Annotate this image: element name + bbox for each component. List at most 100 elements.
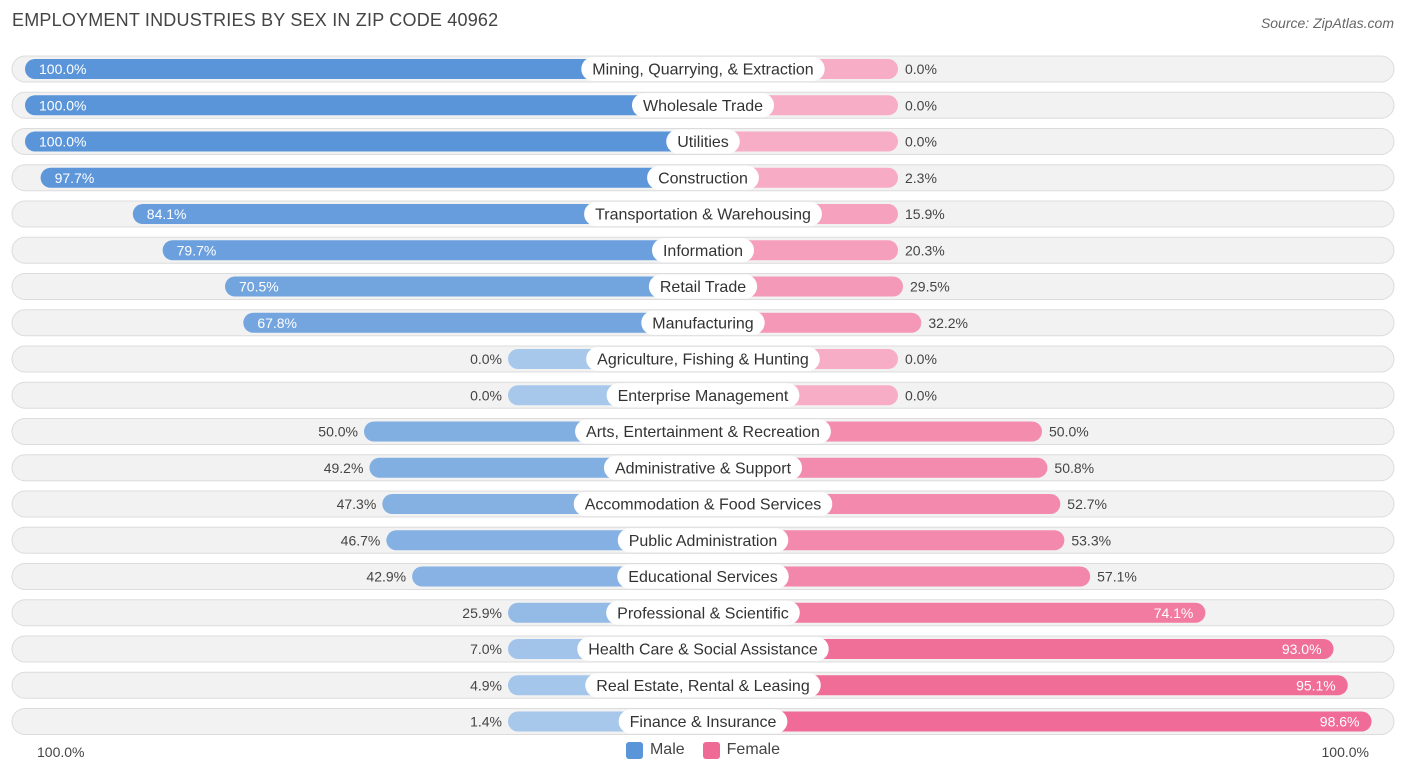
chart-title: EMPLOYMENT INDUSTRIES BY SEX IN ZIP CODE…: [12, 10, 499, 30]
bar-female: [703, 530, 1065, 551]
value-label-female: 0.0%: [905, 97, 937, 113]
value-label-male: 0.0%: [470, 387, 502, 403]
value-label-female: 74.1%: [1154, 605, 1194, 621]
category-label-pill: [603, 455, 803, 480]
value-label-female: 2.3%: [905, 170, 937, 186]
bar-male: [243, 312, 704, 333]
category-label: Arts, Entertainment & Recreation: [586, 424, 820, 441]
category-label: Public Administration: [629, 533, 778, 550]
category-label-pill: [573, 492, 833, 516]
value-label-female: 0.0%: [905, 387, 937, 403]
value-label-female: 50.8%: [1054, 460, 1094, 476]
category-label: Real Estate, Rental & Leasing: [596, 678, 809, 695]
value-label-male: 47.3%: [337, 496, 377, 512]
legend-item-female: Female: [702, 741, 781, 759]
category-label-pill: [666, 129, 740, 154]
category-label: Accommodation & Food Services: [585, 497, 822, 514]
bar-male: [132, 204, 703, 224]
category-label: Utilities: [677, 134, 729, 151]
category-label: Administrative & Support: [615, 460, 792, 477]
value-label-female: 29.5%: [910, 279, 950, 295]
category-label-pill: [575, 419, 831, 444]
value-label-male: 67.8%: [257, 315, 297, 331]
category-label-pill: [585, 673, 821, 698]
bar-female: [703, 711, 1372, 732]
bar-female: [703, 131, 898, 152]
value-label-male: 100.0%: [39, 97, 86, 113]
value-label-male: 46.7%: [341, 532, 381, 548]
category-label: Finance & Insurance: [630, 714, 777, 731]
category-label: Agriculture, Fishing & Hunting: [597, 352, 809, 369]
value-label-female: 0.0%: [905, 134, 937, 150]
chart-area: Mining, Quarrying, & Extraction 100.0% 0.0…: [11, 55, 1395, 735]
value-label-male: 42.9%: [366, 569, 406, 585]
category-label-pill: [618, 709, 788, 734]
bar-male: [25, 59, 703, 79]
category-label: Wholesale Trade: [643, 98, 763, 115]
value-label-male: 7.0%: [470, 641, 502, 657]
value-label-female: 15.9%: [905, 206, 945, 222]
value-label-female: 32.2%: [928, 315, 968, 331]
category-label: Transportation & Warehousing: [595, 207, 811, 224]
category-label-pill: [606, 383, 800, 408]
value-label-male: 70.5%: [239, 279, 279, 295]
value-label-male: 100.0%: [39, 134, 86, 150]
value-label-female: 50.0%: [1049, 424, 1089, 440]
category-label-pill: [617, 528, 789, 553]
category-label-pill: [584, 202, 822, 226]
bar-male: [25, 95, 703, 116]
category-label-pill: [641, 310, 765, 335]
axis-label-right: 100.0%: [1321, 744, 1369, 760]
value-label-male: 50.0%: [318, 424, 358, 440]
category-label-pill: [631, 93, 775, 118]
value-label-male: 79.7%: [177, 242, 217, 258]
value-label-female: 0.0%: [905, 351, 937, 367]
bar-female: [703, 675, 1348, 696]
value-label-male: 100.0%: [39, 61, 86, 77]
value-label-male: 1.4%: [470, 714, 502, 730]
value-label-female: 95.1%: [1296, 677, 1336, 693]
legend: Male Female: [0, 741, 1406, 759]
category-label-pill: [586, 347, 820, 371]
value-label-male: 84.1%: [147, 206, 187, 222]
value-label-male: 49.2%: [324, 460, 364, 476]
value-label-female: 52.7%: [1067, 496, 1107, 512]
legend-item-male: Male: [625, 741, 685, 759]
axis-label-left: 100.0%: [37, 744, 85, 760]
bar-male: [25, 131, 703, 152]
legend-label-male: Male: [649, 741, 685, 758]
bar-female: [703, 639, 1334, 659]
bar-female: [703, 566, 1091, 587]
source-credit: Source: ZipAtlas.com: [1260, 15, 1394, 31]
bar-male: [225, 276, 703, 297]
category-label: Health Care & Social Assistance: [588, 642, 818, 659]
category-label-pill: [648, 274, 758, 299]
category-label-pill: [647, 165, 759, 190]
bar-male: [40, 167, 704, 188]
category-label-pill: [617, 564, 789, 589]
value-label-male: 25.9%: [462, 605, 502, 621]
value-label-male: 97.7%: [55, 170, 95, 186]
category-label: Professional & Scientific: [617, 605, 789, 622]
category-label: Mining, Quarrying, & Extraction: [592, 62, 813, 79]
category-label: Construction: [658, 170, 748, 187]
value-label-female: 57.1%: [1097, 569, 1137, 585]
category-label: Educational Services: [628, 569, 777, 586]
legend-swatch-female: [702, 741, 720, 759]
value-label-male: 0.0%: [470, 351, 502, 367]
category-label-pill: [651, 238, 755, 263]
bar-female: [703, 602, 1206, 623]
value-label-female: 93.0%: [1282, 641, 1322, 657]
category-label-pill: [606, 600, 800, 625]
value-label-female: 0.0%: [905, 61, 937, 77]
bar-male: [162, 240, 703, 261]
legend-label-female: Female: [726, 741, 781, 758]
category-label: Information: [663, 243, 743, 260]
category-label-pill: [577, 637, 829, 661]
value-label-female: 20.3%: [905, 242, 945, 258]
value-label-male: 4.9%: [470, 677, 502, 693]
value-label-female: 98.6%: [1320, 714, 1360, 730]
category-label: Retail Trade: [660, 279, 746, 296]
category-label: Manufacturing: [652, 315, 753, 332]
legend-swatch-male: [625, 741, 643, 759]
